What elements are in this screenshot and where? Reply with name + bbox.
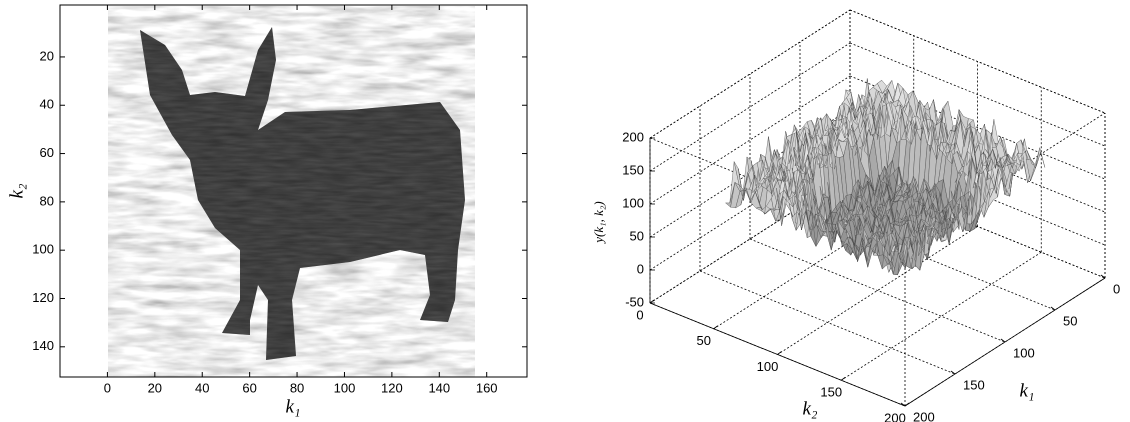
grid-line xyxy=(841,252,1041,380)
y-tick-label: 120 xyxy=(32,290,54,305)
y-tick-label: 140 xyxy=(32,338,54,353)
x-tick-label: 150 xyxy=(820,385,842,400)
x-tick xyxy=(714,326,718,329)
x-tick-label: 160 xyxy=(476,380,498,395)
y-tick-label: 150 xyxy=(963,377,985,392)
figure: k₁ k₂ k₂ k₁ y(k₁, k₂) -50050100150200050… xyxy=(0,0,1130,422)
y-axis-label: k₁ xyxy=(1019,380,1034,401)
y-tick-label: 80 xyxy=(40,193,54,208)
z-tick-label: 0 xyxy=(637,261,644,276)
x-tick xyxy=(841,377,845,380)
y-tick-label: 100 xyxy=(32,242,54,257)
image-panel: k₁ k₂ xyxy=(6,5,527,417)
x-tick-label: 120 xyxy=(381,380,403,395)
x-axis-label: k₂ xyxy=(802,398,817,419)
surface-panel: k₂ k₁ y(k₁, k₂) -50050100150200050100150… xyxy=(591,10,1120,422)
surface-mesh xyxy=(726,78,1045,274)
x-tick xyxy=(650,300,654,303)
z-axis-label: y(k₁, k₂) xyxy=(591,201,606,245)
z-tick-label: 100 xyxy=(622,195,644,210)
x-tick-label: 200 xyxy=(884,410,906,422)
z-tick-label: 50 xyxy=(630,228,644,243)
z-tick-label: 200 xyxy=(622,129,644,144)
y-tick-label: 200 xyxy=(913,409,935,422)
y-tick-label: 0 xyxy=(1113,281,1120,296)
x-tick-label: 50 xyxy=(697,333,711,348)
x-tick-label: 100 xyxy=(334,380,356,395)
x-tick xyxy=(905,403,909,406)
y-tick-label: 50 xyxy=(1063,313,1077,328)
x-tick-label: 100 xyxy=(757,359,779,374)
x-tick-label: 40 xyxy=(195,380,209,395)
x-tick-label: 140 xyxy=(428,380,450,395)
y-tick-label: 60 xyxy=(40,145,54,160)
y-tick-label: 40 xyxy=(40,97,54,112)
z-tick-label: 150 xyxy=(622,162,644,177)
y-axis-label: k₂ xyxy=(6,183,27,198)
y-tick-label: 20 xyxy=(40,48,54,63)
x-tick-label: 0 xyxy=(104,380,111,395)
x-tick-label: 0 xyxy=(636,307,643,322)
grid-line xyxy=(700,271,955,374)
x-tick-label: 60 xyxy=(242,380,256,395)
y-tick-label: 100 xyxy=(1013,345,1035,360)
x-axis-label: k₁ xyxy=(285,396,300,417)
x-tick-label: 20 xyxy=(148,380,162,395)
x-tick-label: 80 xyxy=(290,380,304,395)
x-tick xyxy=(778,352,782,355)
